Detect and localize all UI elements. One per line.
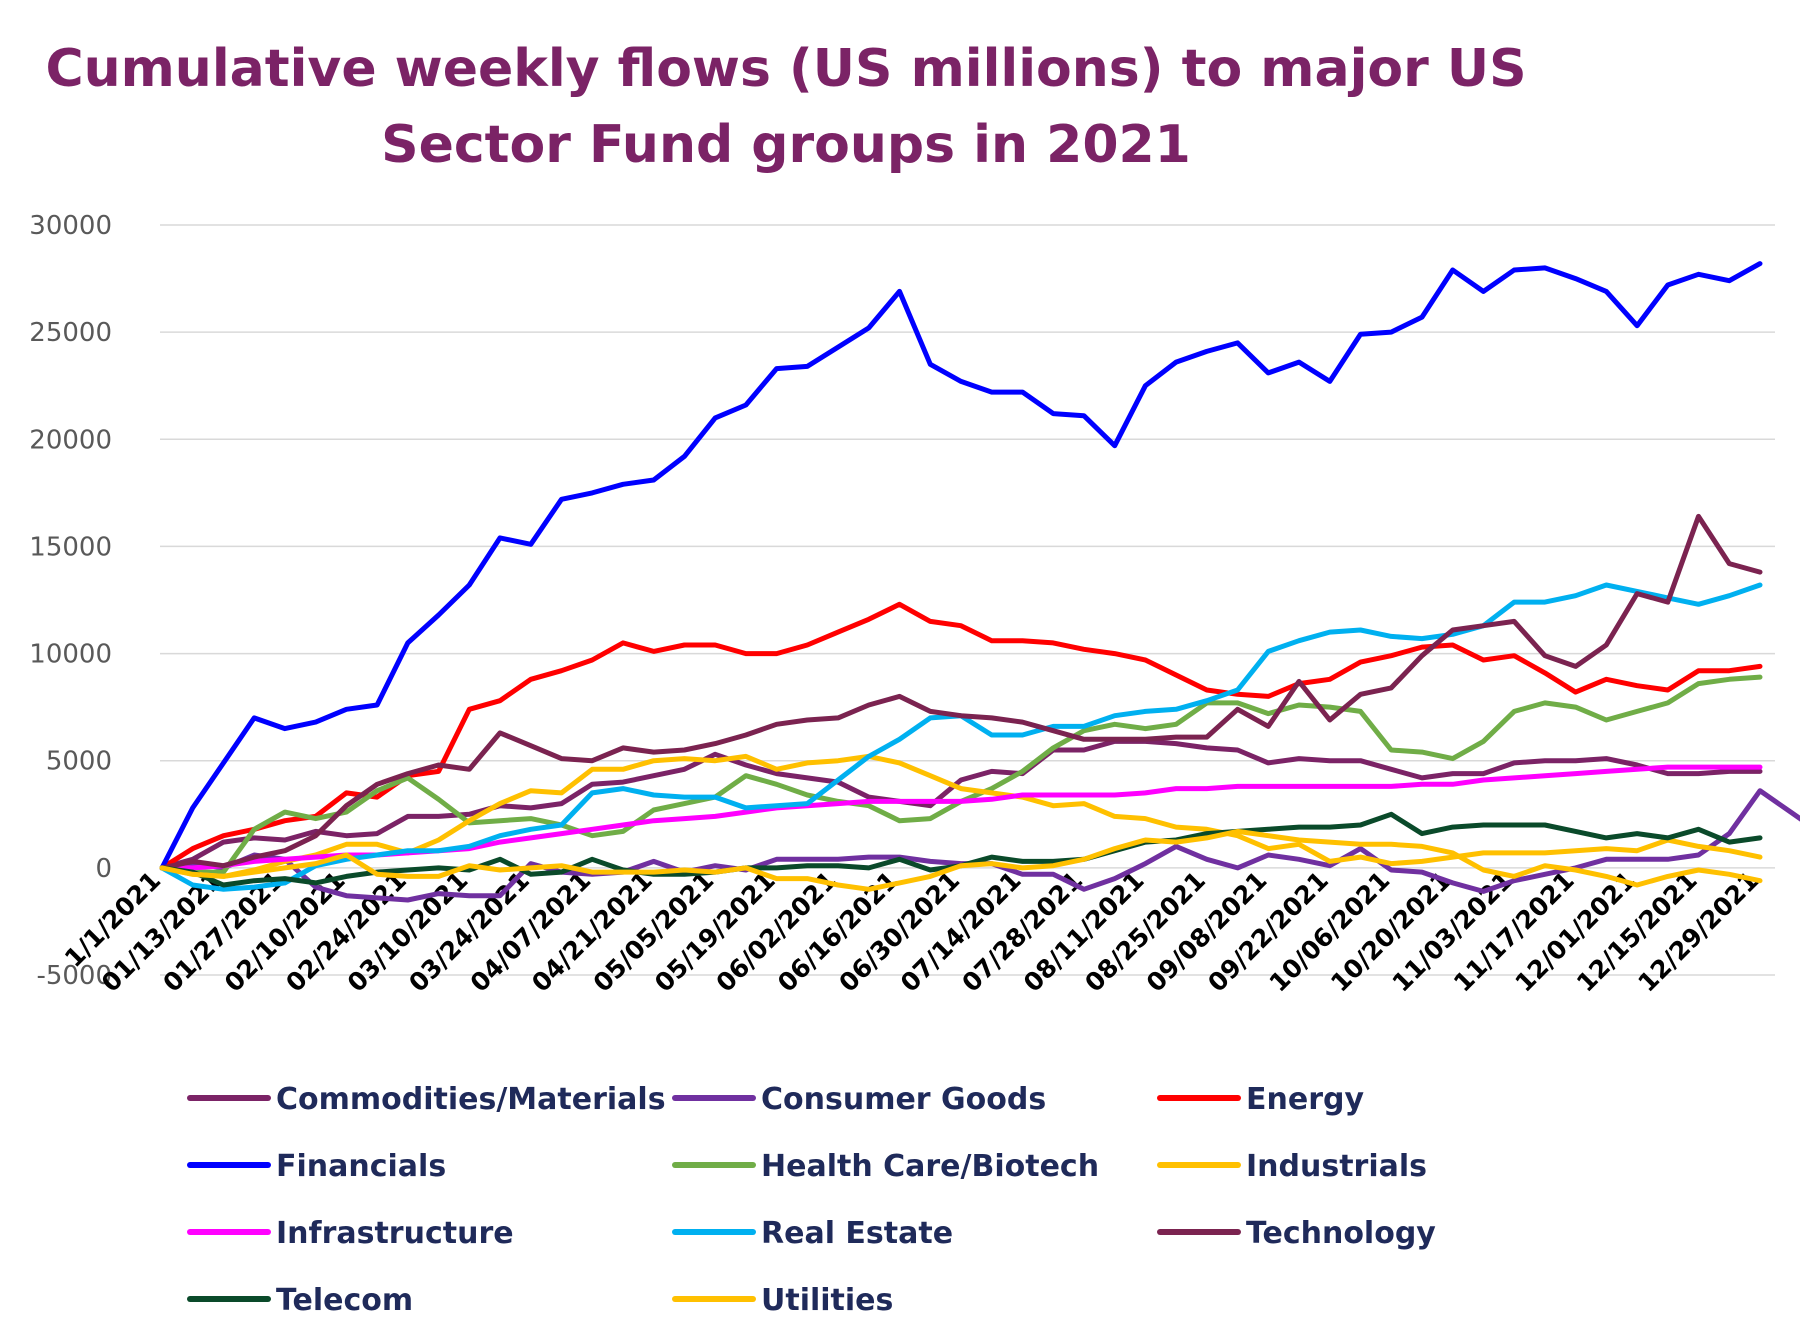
chart-title: Cumulative weekly flows (US millions) to… [45,39,1526,175]
legend-item-technology: Technology [1157,1216,1436,1251]
y-tick-label: 25000 [29,318,112,348]
legend-label: Health Care/Biotech [761,1149,1099,1184]
legend-label: Consumer Goods [761,1082,1046,1117]
legend-label: Infrastructure [276,1216,514,1251]
legend-item-health-care-biotech: Health Care/Biotech [672,1149,1099,1184]
series-line-industrials [159,753,1763,879]
y-tick-label: -5000 [36,961,112,991]
legend-label: Financials [276,1149,446,1184]
legend-item-energy: Energy [1157,1082,1364,1117]
legend-item-infrastructure: Infrastructure [187,1216,514,1251]
legend-item-industrials: Industrials [1157,1149,1427,1184]
legend-item-commodities-materials: Commodities/Materials [187,1082,666,1117]
legend-label: Technology [1246,1216,1436,1251]
y-tick-label: 30000 [29,211,112,241]
legend: Commodities/Materials Consumer Goods Energ… [187,1082,1436,1318]
series-line-commodities-materials [159,738,1763,871]
y-tick-label: 15000 [29,532,112,562]
chart-title-line-2: Sector Fund groups in 2021 [381,115,1191,175]
y-tick-label: 5000 [46,747,112,777]
series-line-financials [159,261,1763,871]
legend-item-real-estate: Real Estate [672,1216,953,1251]
legend-label: Utilities [761,1283,893,1318]
legend-label: Commodities/Materials [276,1082,666,1117]
y-tick-label: 20000 [29,425,112,455]
legend-label: Industrials [1246,1149,1427,1184]
series-line-energy [159,601,1763,871]
series-lines [159,261,1800,903]
chart-title-line-1: Cumulative weekly flows (US millions) to… [45,39,1526,99]
legend-item-consumer-goods: Consumer Goods [672,1082,1046,1117]
legend-label: Energy [1246,1082,1364,1117]
legend-item-utilities: Utilities [672,1283,893,1318]
legend-item-financials: Financials [187,1149,446,1184]
y-tick-label: 10000 [29,640,112,670]
series-line-technology [159,513,1763,871]
legend-label: Telecom [276,1283,413,1318]
series-line-utilities [159,828,1763,892]
legend-label: Real Estate [761,1216,953,1251]
y-axis-tick-labels: -5000 0 5000 10000 15000 20000 25000 30000 [29,211,112,991]
y-tick-label: 0 [95,854,112,884]
legend-item-telecom: Telecom [187,1283,413,1318]
